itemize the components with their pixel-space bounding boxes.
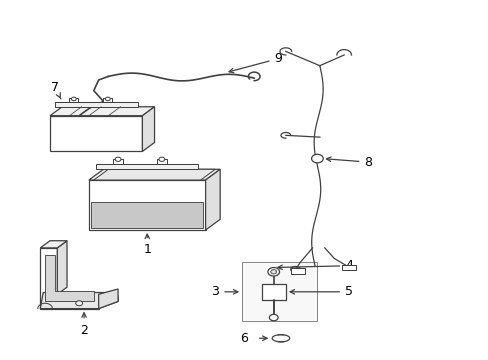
Circle shape (270, 270, 276, 274)
Bar (89, 180, 205, 230)
Bar (290, 268, 305, 274)
Bar (157, 159, 166, 164)
Text: 5: 5 (289, 285, 352, 298)
Bar (50, 116, 142, 152)
Polygon shape (142, 107, 154, 152)
Text: 2: 2 (80, 313, 88, 337)
Polygon shape (45, 255, 94, 301)
Polygon shape (40, 241, 67, 248)
Circle shape (76, 301, 82, 306)
Circle shape (159, 157, 164, 161)
Polygon shape (40, 293, 118, 309)
Circle shape (115, 157, 121, 161)
Text: 9: 9 (228, 52, 282, 73)
Text: 1: 1 (143, 234, 151, 256)
Polygon shape (99, 289, 118, 309)
Bar (69, 98, 78, 103)
Text: 7: 7 (51, 81, 61, 99)
Text: 4: 4 (277, 259, 352, 272)
Bar (103, 98, 112, 103)
Text: 6: 6 (240, 332, 248, 345)
Bar (242, 262, 317, 321)
Text: 3: 3 (211, 285, 237, 298)
Polygon shape (40, 248, 99, 309)
Polygon shape (89, 169, 220, 180)
Circle shape (269, 314, 278, 321)
Circle shape (105, 97, 110, 101)
Bar (91, 202, 203, 228)
Text: 8: 8 (326, 156, 372, 168)
Circle shape (71, 97, 76, 101)
Bar (55, 103, 137, 107)
Circle shape (267, 267, 279, 276)
Bar (96, 164, 198, 169)
Bar (261, 284, 285, 300)
Polygon shape (57, 241, 67, 294)
Polygon shape (205, 169, 220, 230)
Polygon shape (50, 107, 154, 116)
Circle shape (311, 154, 323, 163)
Polygon shape (94, 169, 215, 180)
Bar (113, 159, 122, 164)
Bar (341, 265, 356, 270)
